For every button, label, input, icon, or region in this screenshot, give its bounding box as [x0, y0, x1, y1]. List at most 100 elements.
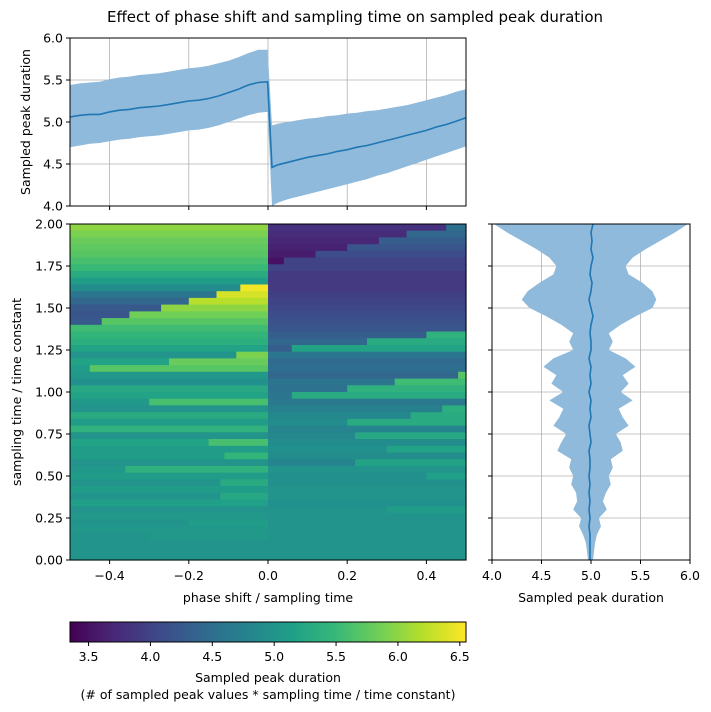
heatmap-cell [70, 257, 269, 265]
heatmap-cell [268, 472, 427, 480]
heatmap-cell [355, 459, 467, 467]
colorbar-tick-label: 5.0 [264, 649, 284, 664]
heatmap-cell [268, 412, 412, 420]
heatmap-cell [268, 371, 459, 380]
heatmap-cell [268, 297, 467, 306]
heatmap-x-tick-label: −0.2 [174, 568, 204, 583]
heatmap-cell [70, 311, 130, 319]
figure-title: Effect of phase shift and sampling time … [107, 8, 603, 26]
heatmap-cell [268, 304, 467, 312]
heatmap-cell [70, 358, 170, 366]
heatmap-cell [268, 398, 467, 406]
heatmap-cell [268, 264, 467, 272]
heatmap-cell [70, 250, 269, 259]
heatmap-cell [188, 297, 269, 306]
heatmap-cell [149, 533, 269, 541]
top-axis-ticks: 4.0 4.5 5.0 5.5 6.0 [43, 31, 427, 214]
heatmap-cell [268, 526, 467, 534]
heatmap-cell [386, 506, 467, 514]
heatmap-x-tick-label: 0.0 [258, 568, 278, 583]
heatmap-cell [70, 459, 269, 467]
heatmap-cell [268, 459, 356, 467]
heatmap-cell [70, 291, 218, 299]
heatmap-x-tick-label: −0.4 [94, 568, 124, 583]
colorbar-tick-label: 4.0 [140, 649, 160, 664]
top-y-tick-label: 6.0 [43, 31, 63, 46]
heatmap-cell [268, 250, 317, 259]
heatmap-cell [188, 519, 269, 527]
top-y-tick-label: 4.0 [43, 199, 63, 214]
heatmap-cell [268, 425, 467, 433]
heatmap-cell [70, 533, 150, 541]
heatmap-x-tick-label: 0.2 [337, 568, 357, 583]
heatmap-cell [70, 365, 91, 373]
heatmap-cell [236, 351, 269, 359]
right-x-tick-label: 4.0 [482, 568, 502, 583]
right-confidence-band [494, 224, 688, 560]
colorbar-frame [69, 621, 467, 643]
heatmap-cell [386, 445, 467, 454]
heatmap-cell [70, 418, 269, 427]
right-x-tick-label: 6.0 [680, 568, 700, 583]
heatmap-cell [291, 392, 467, 400]
heatmap-y-tick-label: 1.75 [35, 259, 63, 274]
heatmap-cell [70, 539, 269, 548]
heatmap-cell [268, 519, 467, 527]
heatmap-cell [268, 553, 467, 561]
heatmap-cell [283, 257, 467, 265]
heatmap-cell [268, 486, 467, 494]
heatmap-x-axis-label: phase shift / sampling time [183, 590, 353, 605]
top-y-tick-label: 5.5 [43, 73, 63, 88]
heatmap-cell [268, 284, 467, 292]
heatmap-cell [268, 358, 467, 366]
heatmap-cell [378, 237, 467, 245]
heatmap-cell [70, 371, 269, 380]
heatmap-y-tick-label: 0.25 [35, 511, 63, 526]
colorbar-ticks: 3.5 4.0 4.5 5.0 5.5 6.0 6.5 [79, 642, 470, 664]
heatmap-cell [70, 338, 269, 346]
heatmap-cell [70, 385, 269, 393]
heatmap-cell [347, 244, 467, 252]
heatmap-cell [268, 244, 348, 252]
heatmap-cell [70, 237, 269, 245]
heatmap-panel: −0.4 −0.2 0.0 0.2 0.4 0.00 0.25 0.50 0.75 1.00 1.2… [9, 217, 467, 605]
heatmap-cell [70, 284, 241, 292]
heatmap-y-axis-label: sampling time / time constant [9, 298, 24, 486]
heatmap-cell [70, 271, 269, 279]
heatmap-cell [458, 371, 467, 380]
heatmap-cell [406, 230, 467, 238]
heatmap-cell [291, 345, 467, 353]
top-y-axis-label: Sampled peak duration [18, 49, 33, 195]
heatmap-cell [268, 230, 408, 238]
heatmap-cell [268, 351, 467, 359]
heatmap-cell [268, 318, 467, 326]
heatmap-cell [268, 378, 396, 386]
colorbar-tick-label: 4.5 [202, 649, 222, 664]
heatmap-cell [70, 264, 269, 272]
top-confidence-band [70, 49, 466, 206]
heatmap-cell [70, 378, 269, 386]
heatmap-cell [89, 365, 269, 373]
heatmap-cell [161, 304, 269, 312]
colorbar-gradient [70, 622, 466, 642]
heatmap-cell [70, 230, 269, 238]
heatmap-cell [268, 465, 467, 474]
heatmap-cell [220, 492, 269, 501]
heatmap-axes-frame [69, 223, 467, 561]
colorbar: 3.5 4.0 4.5 5.0 5.5 6.0 6.5 Sampled peak durat… [69, 621, 470, 702]
heatmap-cell [347, 385, 467, 393]
heatmap-y-tick-label: 0.50 [35, 469, 63, 484]
heatmap-cell [70, 412, 269, 420]
heatmap-cell [125, 465, 269, 474]
heatmap-cell [70, 506, 269, 514]
heatmap-cell [169, 358, 269, 366]
heatmap-cell [426, 331, 467, 339]
heatmap-cell [70, 445, 269, 454]
heatmap-cell [70, 345, 269, 353]
colorbar-tick-label: 6.5 [450, 649, 470, 664]
heatmap-cell [70, 331, 269, 339]
heatmap-cell [70, 392, 269, 400]
heatmap-cell [268, 533, 467, 541]
colorbar-label-line1: Sampled peak duration [195, 670, 341, 685]
heatmap-cells [70, 224, 467, 561]
